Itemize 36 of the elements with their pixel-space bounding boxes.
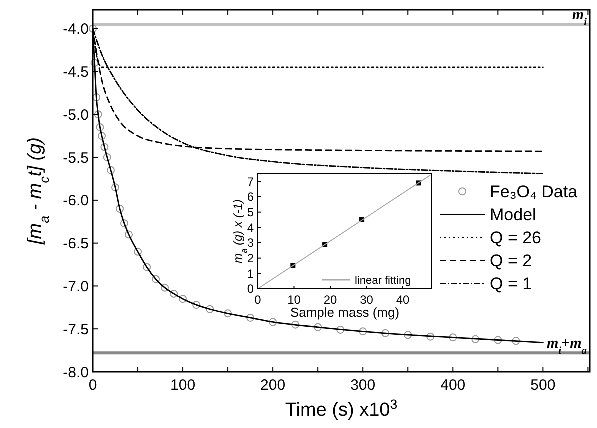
y-tick-label: -6.0 <box>63 192 89 210</box>
x-tick-label: 500 <box>530 377 556 394</box>
y-tick-label: 3 <box>247 236 254 250</box>
ref-line-label: m$_{i}$+m$_{a}$ <box>546 336 587 357</box>
legend-label: Q = 26 <box>490 228 542 248</box>
y-tick-label: 5 <box>247 206 254 220</box>
x-tick-label: 20 <box>324 293 338 307</box>
x-tick-label: 200 <box>260 377 286 394</box>
y-tick-label: -6.5 <box>63 236 89 253</box>
x-axis-title: Time (s) x10$^{3}$ <box>285 396 398 421</box>
x-tick-label: 300 <box>350 377 376 394</box>
x-tick-label: 40 <box>396 293 410 307</box>
x-tick-label: 10 <box>288 293 302 307</box>
y-tick-label: -7.5 <box>63 321 89 338</box>
y-tick-label: 1 <box>247 266 254 281</box>
y-tick-label: 2 <box>247 252 254 266</box>
legend-label: Q = 2 <box>490 252 532 271</box>
legend-label: Q = 1 <box>490 274 532 294</box>
y-tick-label: -7.0 <box>63 278 89 296</box>
x-axis-title: Sample mass (mg) <box>290 305 400 320</box>
x-tick-label: 400 <box>440 377 466 394</box>
legend-label: Fe₃O₄ Data <box>490 182 578 202</box>
legend-label: linear fitting <box>355 275 412 287</box>
y-tick-label: -5.5 <box>63 150 89 167</box>
y-tick-label: 7 <box>247 174 254 189</box>
x-tick-label: 30 <box>360 293 374 307</box>
ref-line-label: m$_{i}$ <box>572 8 588 28</box>
y-tick-label: 0 <box>247 282 254 296</box>
y-tick-label: -4.0 <box>63 21 89 38</box>
x-tick-label: 100 <box>170 377 196 394</box>
y-tick-label: 6 <box>247 190 254 204</box>
y-tick-label: -4.5 <box>63 64 89 82</box>
y-tick-label: 4 <box>247 220 254 235</box>
y-tick-label: -8.0 <box>63 364 89 382</box>
y-tick-label: -5.0 <box>63 106 89 124</box>
legend-label: Model <box>490 206 536 225</box>
